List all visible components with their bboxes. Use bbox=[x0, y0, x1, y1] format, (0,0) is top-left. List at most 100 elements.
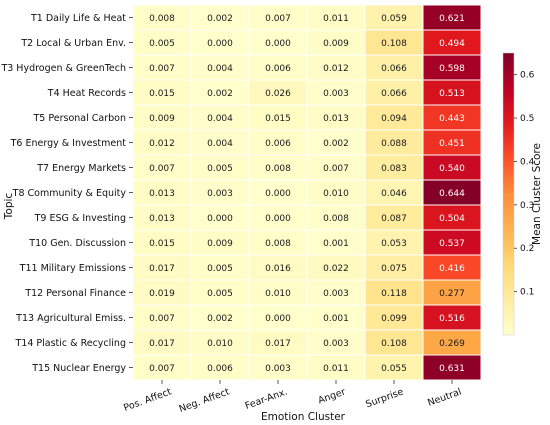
cell-value-label: 0.026 bbox=[265, 89, 291, 99]
cell-value-label: 0.598 bbox=[439, 64, 465, 74]
cell-value-label: 0.540 bbox=[439, 164, 465, 174]
cell-value-label: 0.451 bbox=[439, 139, 465, 149]
cell-value-label: 0.013 bbox=[149, 189, 175, 199]
cell-value-label: 0.010 bbox=[207, 339, 233, 349]
cell-value-label: 0.002 bbox=[323, 139, 349, 149]
cell-value-label: 0.007 bbox=[149, 364, 175, 374]
row-label-t7: T7 Energy Markets bbox=[36, 163, 126, 174]
heatmap-cell bbox=[306, 79, 366, 106]
cell-value-label: 0.075 bbox=[381, 264, 407, 274]
heatmap-cell bbox=[422, 104, 482, 131]
heatmap-cell bbox=[248, 354, 308, 381]
heatmap-cell bbox=[132, 354, 192, 381]
cell-value-label: 0.088 bbox=[381, 139, 407, 149]
column-label-anger: Anger bbox=[317, 386, 347, 406]
heatmap-cell bbox=[364, 204, 424, 231]
cell-value-label: 0.000 bbox=[265, 314, 291, 324]
heatmap-cell bbox=[364, 354, 424, 381]
cell-value-label: 0.007 bbox=[149, 64, 175, 74]
heatmap-cells: 0.008 0.002 0.007 0.011 0.059 0.621 0.005 0.000… bbox=[132, 4, 482, 381]
heatmap-cell bbox=[364, 79, 424, 106]
heatmap-cell bbox=[306, 304, 366, 331]
cell-value-label: 0.009 bbox=[207, 239, 233, 249]
heatmap-cell bbox=[422, 4, 482, 31]
heatmap-cell bbox=[364, 304, 424, 331]
colorbar-label: Mean Cluster Score bbox=[531, 143, 543, 245]
cell-value-label: 0.007 bbox=[265, 14, 291, 24]
cell-value-label: 0.017 bbox=[149, 339, 175, 349]
cell-value-label: 0.003 bbox=[323, 289, 349, 299]
column-label-surprise: Surprise bbox=[364, 386, 405, 410]
cell-value-label: 0.003 bbox=[323, 339, 349, 349]
heatmap-cell bbox=[132, 154, 192, 181]
cell-value-label: 0.008 bbox=[265, 239, 291, 249]
cell-value-label: 0.007 bbox=[149, 314, 175, 324]
cell-value-label: 0.516 bbox=[439, 314, 465, 324]
cell-value-label: 0.269 bbox=[439, 339, 465, 349]
heatmap-cell bbox=[190, 204, 250, 231]
row-label-t13: T13 Agricultural Emiss. bbox=[15, 313, 126, 324]
cell-value-label: 0.005 bbox=[149, 39, 175, 49]
heatmap-cell bbox=[422, 354, 482, 381]
cell-value-label: 0.513 bbox=[439, 89, 465, 99]
heatmap-cell bbox=[306, 354, 366, 381]
heatmap-cell bbox=[190, 54, 250, 81]
heatmap-cell bbox=[306, 29, 366, 56]
row-label-t2: T2 Local & Urban Env. bbox=[20, 38, 126, 49]
heatmap-cell bbox=[422, 329, 482, 356]
heatmap-cell bbox=[248, 329, 308, 356]
heatmap-cell bbox=[364, 104, 424, 131]
cell-value-label: 0.016 bbox=[265, 264, 291, 274]
cell-value-label: 0.008 bbox=[149, 14, 175, 24]
cell-value-label: 0.006 bbox=[265, 139, 291, 149]
cell-value-label: 0.002 bbox=[207, 14, 233, 24]
heatmap-cell bbox=[422, 204, 482, 231]
column-label-neg-affect: Neg. Affect bbox=[178, 386, 232, 415]
cell-value-label: 0.008 bbox=[323, 214, 349, 224]
column-label-neutral: Neutral bbox=[426, 386, 463, 408]
cell-value-label: 0.006 bbox=[265, 64, 291, 74]
heatmap-cell bbox=[190, 29, 250, 56]
cell-value-label: 0.108 bbox=[381, 339, 407, 349]
cell-value-label: 0.443 bbox=[439, 114, 465, 124]
colorbar-tick-label: 0.3 bbox=[520, 201, 534, 211]
cell-value-label: 0.011 bbox=[323, 14, 349, 24]
cell-value-label: 0.002 bbox=[207, 314, 233, 324]
heatmap-cell bbox=[306, 254, 366, 281]
cell-value-label: 0.059 bbox=[381, 14, 407, 24]
cell-value-label: 0.017 bbox=[265, 339, 291, 349]
column-tick-labels: Pos. Affect Neg. Affect Fear-Anx. Anger Surp… bbox=[122, 380, 463, 415]
heatmap-cell bbox=[306, 179, 366, 206]
cell-value-label: 0.015 bbox=[149, 89, 175, 99]
cell-value-label: 0.537 bbox=[439, 239, 465, 249]
column-label-pos-affect: Pos. Affect bbox=[122, 386, 173, 414]
cell-value-label: 0.004 bbox=[207, 114, 233, 124]
cell-value-label: 0.012 bbox=[323, 64, 349, 74]
cell-value-label: 0.055 bbox=[381, 364, 407, 374]
cell-value-label: 0.005 bbox=[207, 264, 233, 274]
colorbar-tick-label: 0.4 bbox=[520, 157, 535, 167]
cell-value-label: 0.099 bbox=[381, 314, 407, 324]
cell-value-label: 0.010 bbox=[323, 189, 349, 199]
row-tick-labels: T1 Daily Life & Heat T2 Local & Urban Env… bbox=[0, 13, 133, 374]
colorbar-tick-label: 0.2 bbox=[520, 244, 534, 254]
row-label-t12: T12 Personal Finance bbox=[24, 288, 126, 299]
heatmap-cell bbox=[248, 204, 308, 231]
row-label-t3: T3 Hydrogen & GreenTech bbox=[0, 63, 126, 74]
row-label-t14: T14 Plastic & Recycling bbox=[14, 338, 126, 349]
cell-value-label: 0.015 bbox=[265, 114, 291, 124]
cell-value-label: 0.003 bbox=[265, 364, 291, 374]
cell-value-label: 0.087 bbox=[381, 214, 407, 224]
cell-value-label: 0.010 bbox=[265, 289, 291, 299]
heatmap-cell bbox=[132, 279, 192, 306]
heatmap-cell bbox=[422, 304, 482, 331]
heatmap-cell bbox=[132, 254, 192, 281]
heatmap-cell bbox=[248, 304, 308, 331]
cell-value-label: 0.003 bbox=[323, 89, 349, 99]
cell-value-label: 0.019 bbox=[149, 289, 175, 299]
heatmap-cell bbox=[306, 279, 366, 306]
cell-value-label: 0.644 bbox=[439, 189, 465, 199]
row-label-t11: T11 Military Emissions bbox=[19, 263, 126, 274]
cell-value-label: 0.083 bbox=[381, 164, 407, 174]
